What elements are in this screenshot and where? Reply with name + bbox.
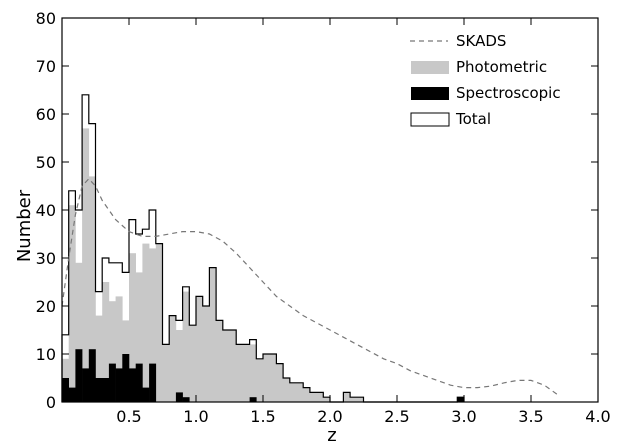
photometric-bar [169,315,177,402]
photometric-bar [229,330,237,402]
y-tick-label: 70 [36,57,56,76]
spectroscopic-bar [142,387,150,402]
spectroscopic-bar [182,397,190,402]
x-axis-label: z [327,425,336,443]
legend-swatch-spectroscopic [411,87,449,100]
legend: SKADS Photometric Spectroscopic Total [410,32,561,128]
x-tick-label: 1.5 [250,407,275,426]
spectroscopic-bar [129,368,136,402]
spectroscopic-bar [457,397,465,402]
spectroscopic-bar [175,392,183,402]
photometric-bar [296,382,304,402]
photometric-bar [289,382,297,402]
photometric-bar [196,296,203,402]
photometric-bar [236,344,244,402]
photometric-bar [316,392,324,402]
photometric-bar [256,358,264,402]
photometric-bar [88,176,96,402]
spectroscopic-bar [108,363,116,402]
skads-curve-group [61,177,559,396]
photometric-bar [135,272,143,402]
spectroscopic-bar [102,378,110,402]
skads-curve [61,177,559,396]
spectroscopic-bar [95,378,103,402]
photometric-bar [222,330,230,402]
photometric-bar [323,397,331,402]
axes: 0 10 20 30 40 50 60 70 80 0.5 1.0 1.5 2.0 2.5 3.0 3.5 4.… [36,9,611,426]
spectroscopic-bar [88,349,96,402]
photometric-bar [182,291,190,402]
legend-swatch-photometric [411,61,449,74]
y-tick-label: 0 [46,393,56,412]
photometric-bar [303,387,311,402]
photometric-bar [269,354,277,402]
photometric-bar [102,282,110,402]
legend-label-skads: SKADS [456,32,506,50]
y-axis-label: Number [14,189,35,262]
photometric-bar [216,320,224,402]
photometric-bar [108,301,116,402]
photometric-bar [75,262,83,402]
photometric-bar [115,296,123,402]
x-tick-label: 3.0 [451,407,476,426]
photometric-bar [202,306,210,402]
spectroscopic-bar [62,378,69,402]
photometric-bar [189,325,197,402]
x-tick-label: 2.5 [384,407,409,426]
y-tick-label: 20 [36,297,56,316]
spectroscopic-bars [62,349,465,402]
x-tick-label: 2.0 [317,407,342,426]
photometric-bar [155,243,163,402]
photometric-bars [62,128,364,402]
x-tick-label: 4.0 [585,407,610,426]
y-tick-label: 50 [36,153,56,172]
legend-label-spectroscopic: Spectroscopic [456,84,561,102]
spectroscopic-bar [68,387,76,402]
photometric-bar [309,392,317,402]
x-tick-label: 0.5 [116,407,141,426]
x-tick-label: 3.5 [518,407,543,426]
legend-label-photometric: Photometric [456,58,547,76]
y-tick-label: 80 [36,9,56,28]
photometric-bar [209,267,217,402]
y-tick-label: 10 [36,345,56,364]
photometric-bar [95,315,103,402]
photometric-bar [242,344,250,402]
spectroscopic-bar [135,363,143,402]
photometric-bar [343,392,351,402]
spectroscopic-bar [249,397,257,402]
legend-label-total: Total [455,110,491,128]
spectroscopic-bar [122,354,130,402]
photometric-bar [249,344,257,402]
photometric-bar [263,354,270,402]
y-tick-label: 60 [36,105,56,124]
spectroscopic-bar [149,363,157,402]
photometric-bar [82,128,90,402]
y-tick-label: 40 [36,201,56,220]
spectroscopic-bar [75,349,83,402]
photometric-bar [175,330,183,402]
spectroscopic-bar [115,368,123,402]
photometric-bar [149,248,157,402]
photometric-bar [276,363,284,402]
legend-swatch-total [410,112,450,127]
photometric-bar [129,253,136,402]
spectroscopic-bar [82,368,90,402]
x-tick-label: 1.0 [183,407,208,426]
photometric-bar [356,397,364,402]
photometric-bar [68,205,76,402]
y-tick-label: 30 [36,249,56,268]
photometric-bar [162,344,170,402]
photometric-bar [283,378,291,402]
photometric-bar [350,397,358,402]
photometric-bar [142,243,150,402]
